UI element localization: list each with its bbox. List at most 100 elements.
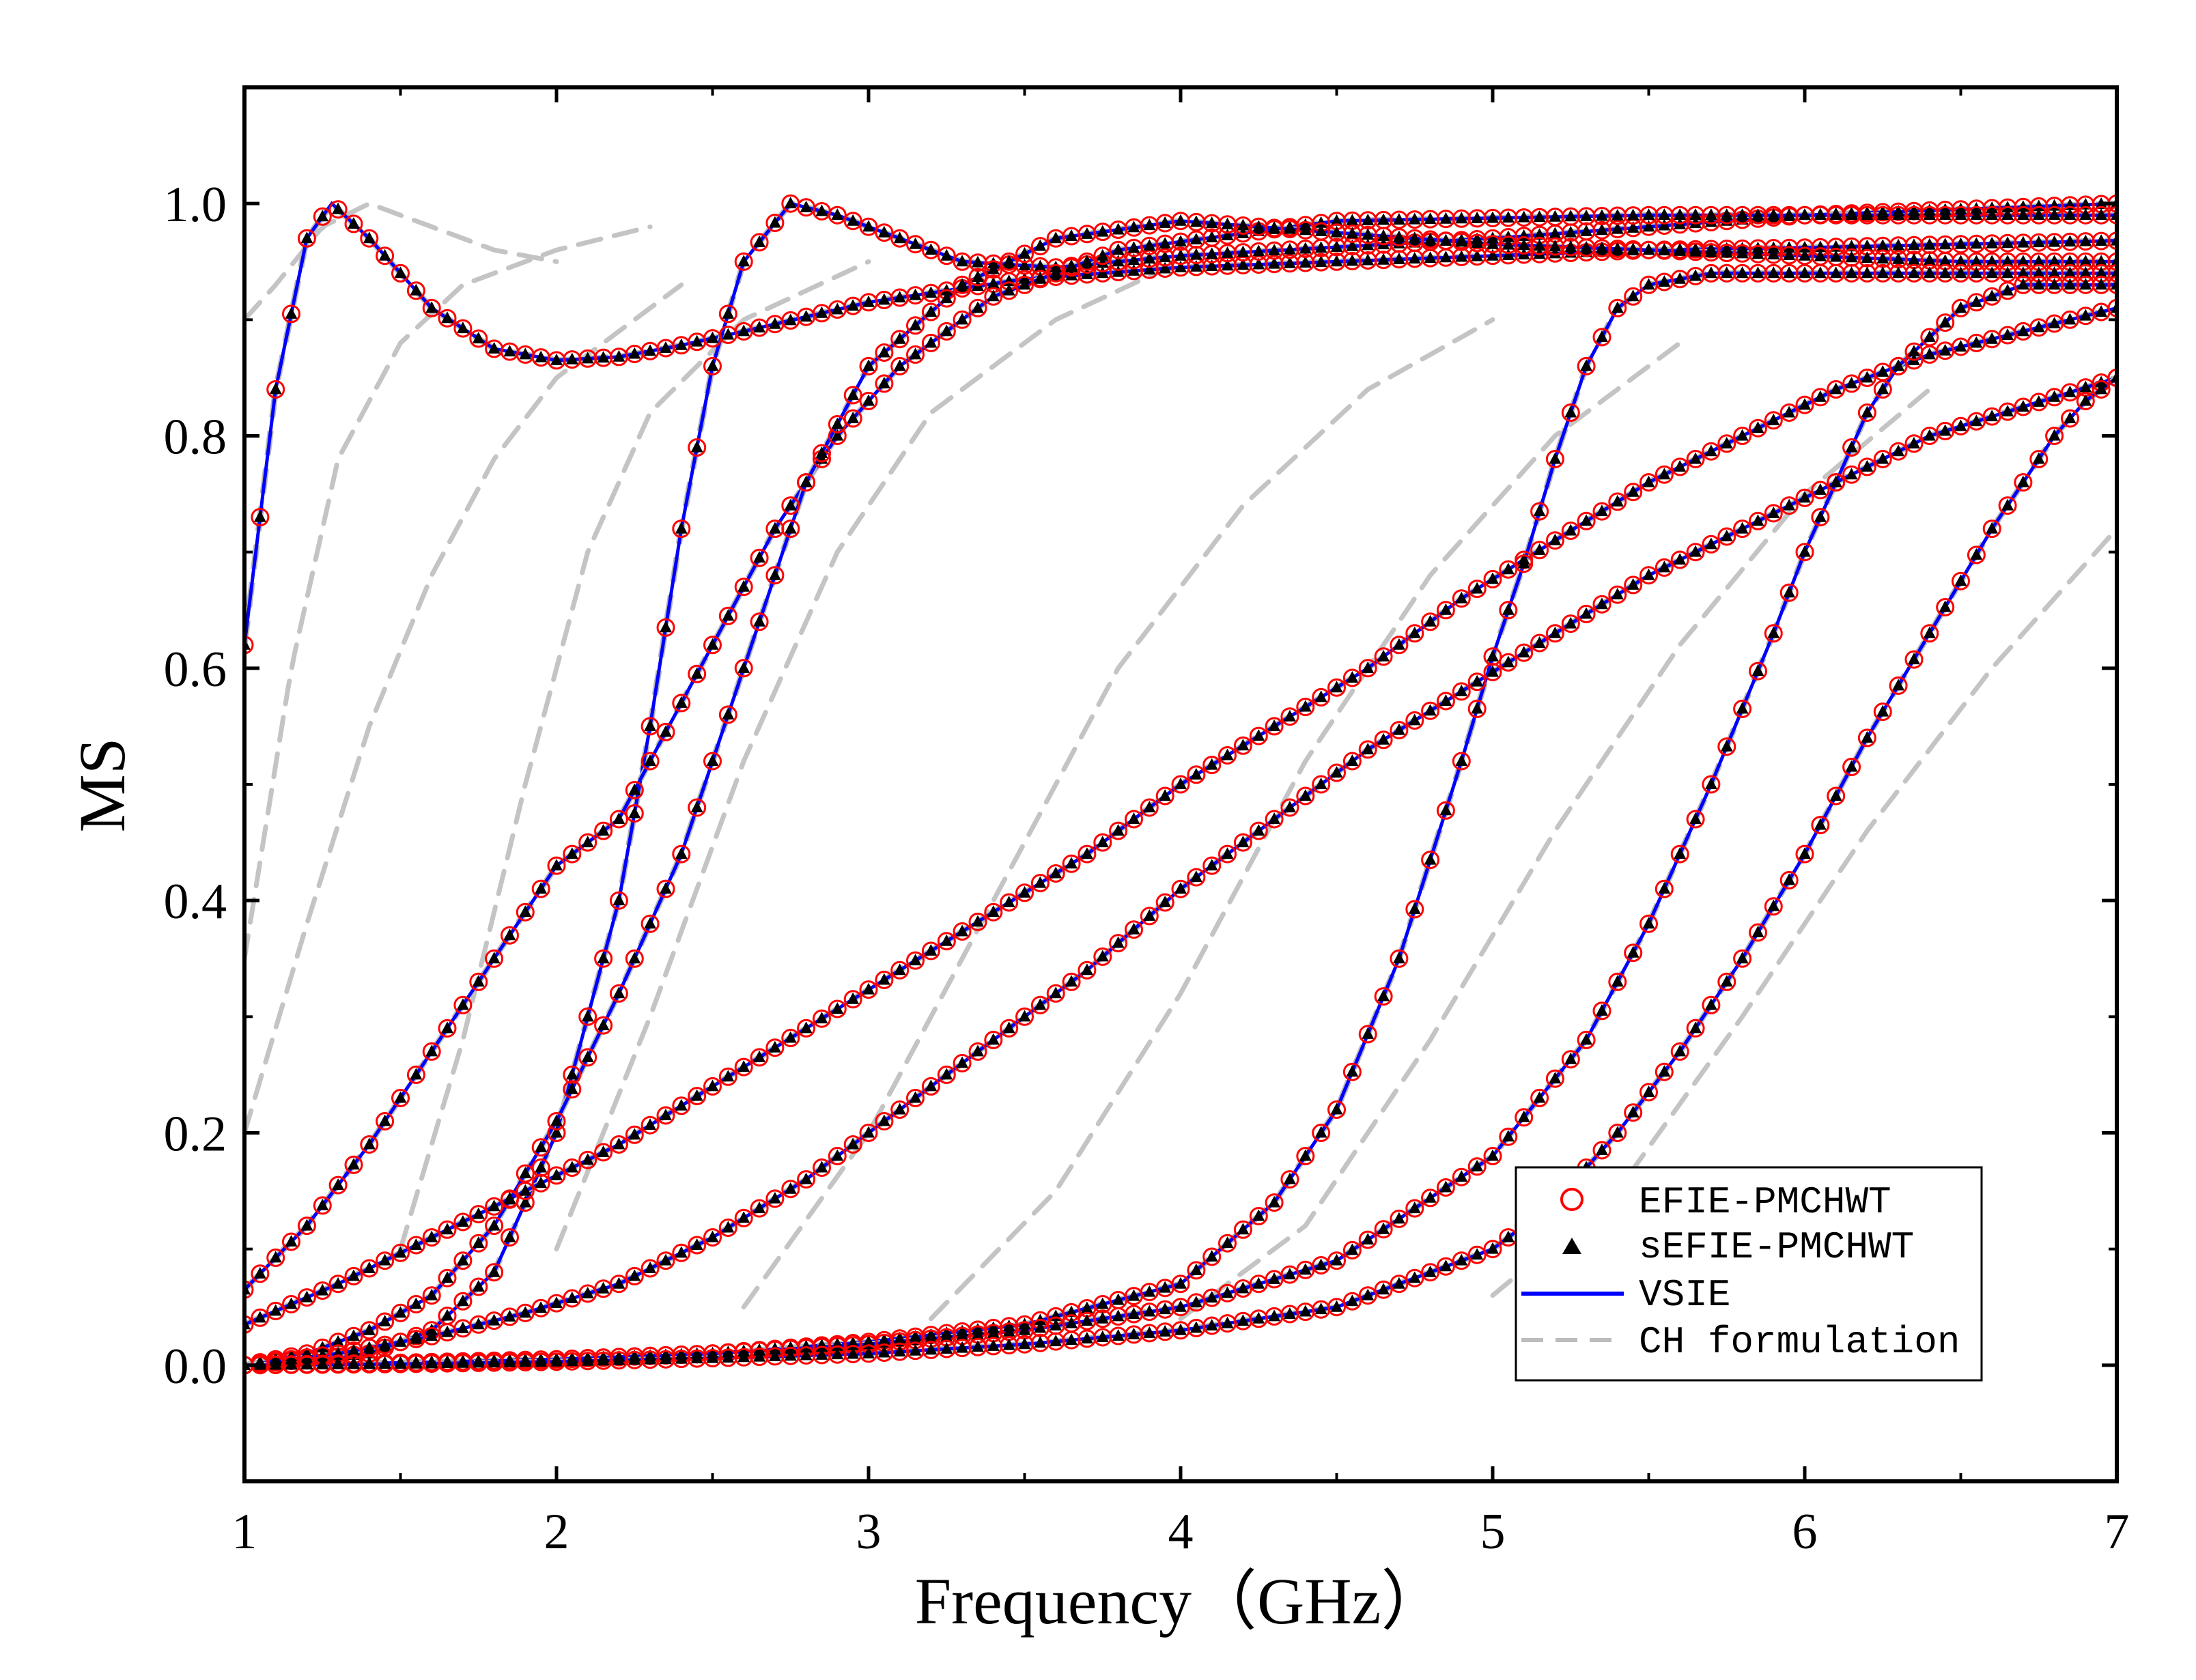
sefie-marker bbox=[1627, 945, 1639, 958]
sefie-marker bbox=[2048, 317, 2061, 329]
sefie-marker bbox=[1907, 436, 1920, 449]
sefie-marker bbox=[2001, 208, 2014, 220]
sefie-marker bbox=[1876, 239, 1889, 251]
sefie-marker bbox=[1954, 237, 1967, 249]
efie-marker bbox=[1030, 874, 1050, 893]
sefie-marker bbox=[1330, 681, 1343, 693]
sefie-marker bbox=[1471, 674, 1484, 687]
sefie-marker bbox=[847, 1137, 860, 1150]
sefie-marker bbox=[1455, 754, 1468, 766]
sefie-marker bbox=[394, 1335, 407, 1347]
efie-marker bbox=[703, 356, 722, 375]
sefie-marker bbox=[2001, 255, 2014, 267]
sefie-marker bbox=[1268, 257, 1281, 269]
sefie-marker bbox=[2064, 313, 2077, 325]
sefie-marker bbox=[1674, 459, 1687, 472]
sefie-marker bbox=[1611, 588, 1624, 600]
sefie-marker bbox=[877, 973, 890, 985]
sefie-marker bbox=[488, 952, 501, 964]
sefie-marker bbox=[1112, 243, 1125, 255]
sefie-marker bbox=[956, 313, 969, 325]
sefie-marker bbox=[1549, 210, 1562, 222]
sefie-marker bbox=[1814, 390, 1827, 402]
sefie-marker bbox=[2001, 266, 2014, 279]
efie-marker bbox=[953, 1053, 972, 1072]
sefie-marker bbox=[253, 1266, 266, 1279]
sefie-marker bbox=[456, 1356, 469, 1368]
sefie-marker bbox=[1767, 248, 1780, 260]
sefie-marker bbox=[410, 1068, 423, 1080]
legend-label-vsie: VSIE bbox=[1639, 1273, 1730, 1317]
sefie-marker bbox=[1112, 936, 1125, 948]
efie-marker bbox=[1639, 1083, 1658, 1102]
ch-dash-curve-2 bbox=[244, 224, 653, 961]
sefie-marker bbox=[1362, 1288, 1375, 1300]
sefie-marker bbox=[987, 289, 1000, 302]
sefie-marker bbox=[425, 1329, 438, 1341]
sefie-marker bbox=[1330, 225, 1343, 238]
sefie-marker bbox=[1720, 246, 1733, 258]
sefie-marker bbox=[1096, 225, 1109, 237]
sefie-marker bbox=[1704, 537, 1717, 550]
efie-marker bbox=[1795, 395, 1814, 414]
efie-marker bbox=[578, 1150, 597, 1169]
sefie-marker bbox=[1174, 235, 1187, 247]
efie-marker bbox=[453, 995, 473, 1014]
sefie-marker bbox=[1346, 671, 1359, 683]
sefie-marker bbox=[1954, 340, 1967, 352]
sefie-marker bbox=[1720, 208, 1733, 220]
sefie-marker bbox=[893, 332, 906, 344]
legend-label-efie: EFIE-PMCHWT bbox=[1639, 1180, 1891, 1224]
efie-marker bbox=[1436, 801, 1455, 820]
sefie-marker bbox=[893, 963, 906, 976]
sefie-marker bbox=[1814, 510, 1827, 522]
sefie-marker bbox=[1674, 208, 1687, 220]
sefie-marker bbox=[1674, 272, 1687, 284]
sefie-marker bbox=[862, 1346, 875, 1358]
sefie-marker bbox=[2016, 255, 2029, 267]
efie-marker bbox=[328, 1176, 348, 1195]
efie-marker bbox=[1467, 1245, 1487, 1264]
sefie-marker bbox=[316, 1357, 329, 1369]
sefie-marker bbox=[1674, 244, 1687, 256]
efie-marker bbox=[453, 1212, 473, 1231]
sefie-marker bbox=[1174, 248, 1187, 261]
sefie-marker bbox=[1159, 261, 1172, 274]
efie-marker bbox=[1218, 844, 1237, 864]
efie-marker bbox=[953, 310, 972, 329]
sefie-marker bbox=[753, 551, 766, 563]
efie-marker bbox=[1624, 575, 1643, 595]
sefie-marker bbox=[441, 1021, 454, 1034]
efie-marker bbox=[1327, 1251, 1346, 1270]
efie-marker bbox=[266, 1301, 285, 1320]
sefie-marker bbox=[1283, 222, 1296, 234]
sefie-marker bbox=[1346, 1294, 1359, 1307]
efie-marker bbox=[1530, 502, 1549, 521]
sefie-marker bbox=[847, 388, 860, 400]
sefie-marker bbox=[1986, 332, 1999, 344]
efie-marker bbox=[1233, 736, 1252, 755]
efie-marker bbox=[1171, 879, 1190, 898]
sefie-marker bbox=[706, 331, 719, 343]
sefie-marker bbox=[1392, 952, 1405, 964]
efie-marker bbox=[563, 844, 582, 864]
efie-marker bbox=[1312, 775, 1331, 794]
efie-marker bbox=[1078, 960, 1097, 980]
sefie-marker bbox=[1907, 208, 1920, 220]
sefie-marker bbox=[659, 341, 672, 354]
sefie-marker bbox=[706, 1079, 719, 1092]
sefie-marker bbox=[2048, 255, 2061, 267]
sefie-marker bbox=[1595, 223, 1608, 236]
sefie-marker bbox=[581, 1010, 594, 1022]
sefie-marker bbox=[1939, 424, 1952, 436]
efie-marker bbox=[1093, 947, 1112, 966]
sefie-marker bbox=[565, 847, 578, 859]
sefie-marker bbox=[2048, 278, 2061, 290]
sefie-marker bbox=[535, 1140, 548, 1152]
sefie-marker bbox=[1050, 866, 1062, 879]
sefie-marker bbox=[940, 248, 953, 261]
sefie-marker bbox=[1439, 212, 1452, 224]
sefie-marker bbox=[269, 1304, 282, 1316]
efie-marker bbox=[765, 566, 785, 585]
efie-marker bbox=[485, 949, 504, 968]
